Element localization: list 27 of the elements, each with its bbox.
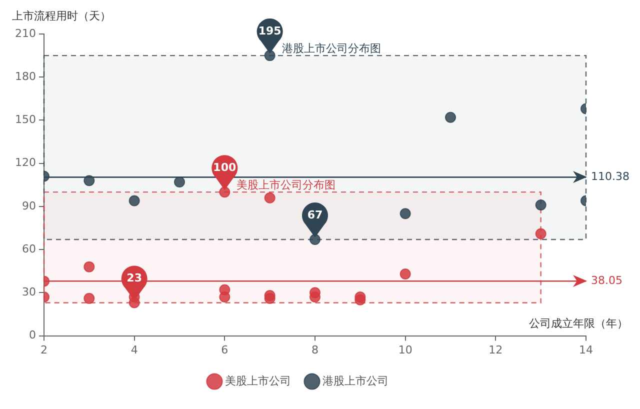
annotation: 23	[126, 272, 142, 285]
annotation: 67	[307, 208, 323, 222]
band-label: 美股上市公司分布图	[236, 178, 336, 192]
x-axis-title: 公司成立年限（年）	[529, 317, 628, 330]
y-tick-label: 0	[28, 328, 36, 342]
x-tick-label: 10	[398, 343, 412, 356]
x-tick-label: 2	[40, 343, 48, 356]
y-tick-label: 120	[14, 156, 36, 170]
legend-label: 港股上市公司	[322, 374, 388, 388]
y-tick-label: 60	[22, 242, 36, 256]
y-tick-label: 180	[14, 70, 36, 83]
ref-line-label: 38.05	[591, 274, 622, 287]
x-tick-label: 8	[312, 343, 318, 356]
x-tick-label: 6	[221, 343, 228, 356]
y-axis-title: 上市流程用时（天）	[12, 9, 111, 22]
x-tick-label: 4	[130, 343, 138, 356]
band-label: 港股上市公司分布图	[282, 42, 381, 55]
ref-line-label: 110.38	[591, 170, 630, 184]
annotation: 100	[213, 160, 236, 174]
y-tick-label: 150	[14, 113, 36, 126]
x-tick-label: 14	[579, 343, 593, 356]
legend-label: 美股上市公司	[225, 374, 291, 388]
annotation: 195	[258, 24, 282, 38]
x-tick-label: 12	[488, 343, 503, 356]
y-tick-label: 30	[22, 286, 36, 299]
y-tick-label: 210	[14, 26, 36, 40]
y-tick-label: 90	[22, 199, 36, 212]
